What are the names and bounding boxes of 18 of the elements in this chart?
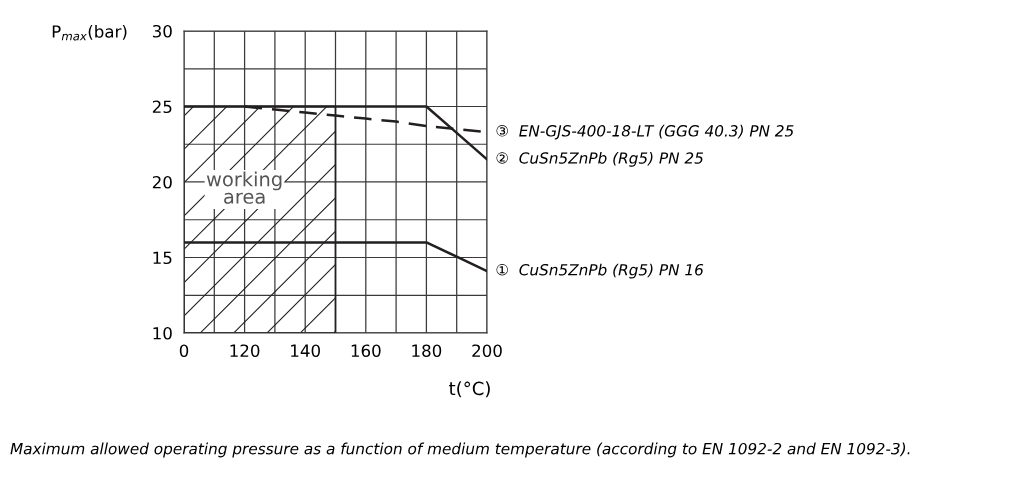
- x-tick-label: 200: [472, 344, 502, 358]
- x-tick-label: 140: [291, 344, 320, 358]
- x-axis-title: t(°C): [449, 381, 490, 398]
- y-axis-title: P$_{max}$(bar): [52, 24, 127, 41]
- series-label: ② CuSn5ZnPb (Rg5) PN 25: [496, 151, 704, 167]
- x-tick-label: 180: [412, 344, 442, 358]
- y-tick-label: 10: [153, 326, 172, 340]
- series-label: ③ EN-GJS-400-18-LT (GGG 40.3) PN 25: [496, 124, 794, 140]
- x-tick-label: 120: [230, 344, 260, 358]
- y-tick-label: 30: [152, 24, 172, 38]
- y-tick-label: 25: [152, 100, 172, 114]
- text: Maximum allowed operating pressure as a function of medium temperature (according to EN 1092-2 and EN 1092-3).: [10, 442, 910, 458]
- y-tick-label: 15: [153, 251, 172, 265]
- y-tick-label: 20: [152, 175, 172, 189]
- series-label: working area: [206, 171, 282, 204]
- x-tick-label: 0: [179, 344, 189, 358]
- series-label: ① CuSn5ZnPb (Rg5) PN 16: [496, 263, 704, 279]
- x-tick-label: 160: [351, 344, 381, 358]
